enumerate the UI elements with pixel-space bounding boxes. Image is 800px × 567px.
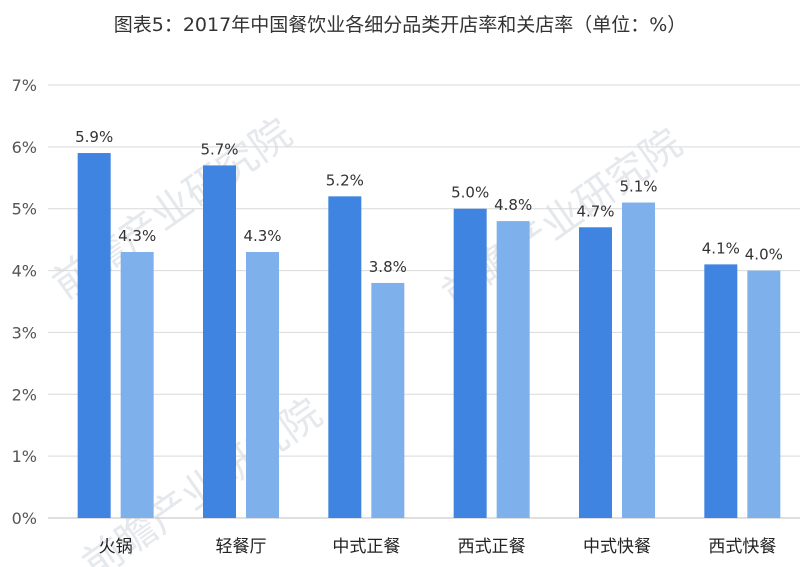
y-tick-label: 3% [12,323,37,342]
bar-series1 [203,165,236,518]
bar-series2 [246,252,279,518]
data-label: 5.0% [451,184,489,202]
data-label: 5.9% [75,128,113,146]
bar-series2 [622,202,655,518]
y-tick-label: 0% [12,509,37,528]
bar-series2 [120,252,154,518]
data-label: 4.8% [494,196,532,214]
x-category-label: 西式正餐 [458,537,526,557]
x-category-label: 中式正餐 [332,537,400,557]
y-tick-label: 1% [12,447,37,466]
chart-title: 图表5：2017年中国餐饮业各细分品类开店率和关店率（单位：%） [113,14,687,36]
data-label: 5.7% [200,140,238,158]
bar-series2 [747,270,781,518]
y-tick-label: 5% [12,200,37,219]
bar-series1 [328,196,362,519]
data-label: 4.7% [576,202,614,220]
data-label: 4.3% [243,227,281,245]
x-category-label: 中式快餐 [583,537,651,557]
y-tick-label: 6% [12,138,37,157]
bar-series1 [579,227,612,518]
bar-series1 [704,264,738,518]
data-label: 5.1% [619,178,657,196]
data-label: 5.2% [326,171,364,189]
x-category-label: 火锅 [99,537,133,557]
x-category-label: 轻餐厅 [216,537,267,557]
bar-series2 [371,282,405,518]
data-label: 4.0% [745,246,783,264]
x-category-label: 西式快餐 [708,537,776,557]
data-label: 4.3% [118,227,156,245]
bar-series2 [496,221,530,519]
bar-series1 [77,153,111,519]
y-tick-label: 4% [12,262,37,281]
bar-series1 [453,208,487,518]
data-label: 4.1% [702,239,740,257]
data-label: 3.8% [369,258,407,276]
y-tick-label: 7% [12,76,37,95]
y-tick-label: 2% [12,385,37,404]
